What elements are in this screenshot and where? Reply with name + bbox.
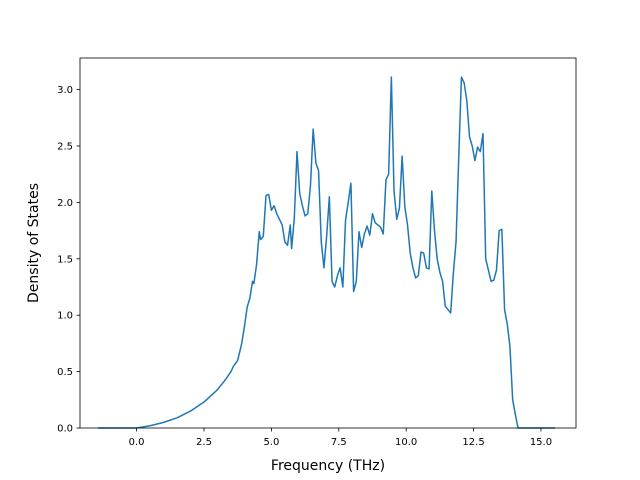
x-tick-label: 10.0 — [395, 437, 417, 448]
y-axis-ticks: 0.0 0.5 1.0 1.5 2.0 2.5 3.0 — [57, 85, 80, 435]
x-tick-label: 7.5 — [331, 437, 347, 448]
plot-area — [79, 57, 577, 429]
y-tick-label: 0.5 — [57, 367, 73, 378]
y-tick-label: 1.0 — [57, 311, 73, 322]
x-tick-label: 15.0 — [530, 437, 552, 448]
y-tick-label: 3.0 — [57, 85, 73, 96]
y-tick-label: 0.0 — [57, 424, 73, 435]
axes-frame — [79, 57, 577, 429]
x-tick-label: 12.5 — [462, 437, 484, 448]
x-tick-label: 5.0 — [263, 437, 279, 448]
y-axis-label: Density of States — [26, 183, 42, 303]
x-tick-label: 0.0 — [129, 437, 145, 448]
y-tick-label: 2.0 — [57, 198, 73, 209]
x-tick-label: 2.5 — [196, 437, 212, 448]
x-axis-label: Frequency (THz) — [271, 458, 385, 474]
x-axis-ticks: 0.0 2.5 5.0 7.5 10.0 12.5 15.0 — [129, 428, 552, 448]
y-tick-label: 2.5 — [57, 141, 73, 152]
y-tick-label: 1.5 — [57, 254, 73, 265]
density-of-states-line — [98, 76, 556, 429]
